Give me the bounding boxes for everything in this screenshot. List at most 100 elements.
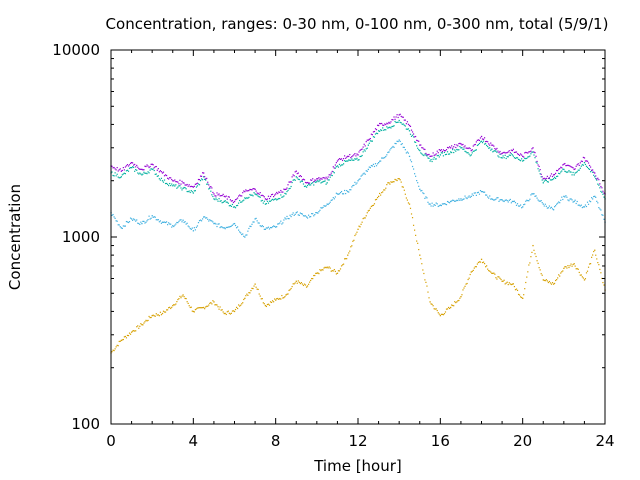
trace-dot <box>160 177 163 179</box>
data-point <box>408 155 411 158</box>
trace-dot <box>535 255 537 258</box>
trace-dot <box>514 157 517 159</box>
trace-dot <box>544 178 546 180</box>
trace-dot <box>565 195 567 197</box>
data-point <box>244 197 246 199</box>
trace-dot <box>421 263 423 265</box>
trace-dot <box>122 173 124 175</box>
trace-dot <box>144 172 146 174</box>
trace-dot <box>332 166 334 168</box>
trace-dot <box>320 177 322 179</box>
trace-dot <box>128 167 131 169</box>
trace-dot <box>258 196 260 198</box>
trace-dot <box>278 298 280 300</box>
trace-dot <box>147 319 149 322</box>
trace-dot <box>546 175 548 177</box>
trace-dot <box>168 178 170 180</box>
data-point <box>377 195 380 198</box>
trace-dot <box>531 151 533 153</box>
trace-dot <box>515 204 518 206</box>
trace-dot <box>299 181 301 183</box>
trace-dot <box>133 166 135 168</box>
trace-dot <box>341 193 344 195</box>
trace-dot <box>458 198 460 200</box>
trace-dot <box>455 200 457 202</box>
trace-dot <box>279 222 281 224</box>
trace-dot <box>160 314 163 316</box>
trace-dot <box>209 186 211 188</box>
trace-dot <box>195 183 198 185</box>
trace-dot <box>518 154 521 157</box>
data-point <box>542 178 544 180</box>
trace-dot <box>162 310 165 312</box>
trace-dot <box>186 301 188 303</box>
trace-dot <box>423 154 425 157</box>
trace-dot <box>312 182 314 184</box>
trace-dot <box>535 161 537 163</box>
trace-dot <box>199 179 202 182</box>
trace-dot <box>211 194 213 196</box>
data-point <box>161 221 164 223</box>
trace-dot <box>401 116 403 118</box>
trace-dot <box>445 149 448 151</box>
trace-dot <box>534 157 536 159</box>
trace-dot <box>138 167 140 170</box>
trace-dot <box>236 307 239 310</box>
trace-dot <box>568 266 570 269</box>
trace-dot <box>308 283 310 285</box>
trace-dot <box>212 300 214 302</box>
trace-dot <box>564 266 566 268</box>
trace-dot <box>124 166 127 168</box>
data-point <box>377 130 380 132</box>
trace-dot <box>421 147 423 149</box>
trace-dot <box>256 288 258 290</box>
trace-dot <box>526 152 528 154</box>
trace-dot <box>368 166 370 168</box>
trace-dot <box>392 119 394 121</box>
trace-dot <box>492 272 494 275</box>
data-point <box>285 218 287 220</box>
trace-dot <box>191 185 193 188</box>
trace-dot <box>588 200 591 202</box>
trace-dot <box>325 267 327 269</box>
trace-dot <box>425 154 427 156</box>
trace-dot <box>232 310 235 312</box>
trace-dot <box>593 174 595 176</box>
trace-dot <box>373 203 376 205</box>
data-point <box>295 280 297 282</box>
trace-dot <box>436 203 438 205</box>
trace-dot <box>113 166 115 169</box>
trace-dot <box>567 164 569 166</box>
trace-dot <box>353 239 355 241</box>
trace-dot <box>342 157 345 160</box>
data-point <box>275 193 277 195</box>
trace-dot <box>505 157 507 160</box>
trace-dot <box>124 173 127 175</box>
trace-dot <box>122 338 124 341</box>
trace-dot <box>544 179 546 181</box>
trace-dot <box>492 151 494 153</box>
trace-dot <box>170 223 172 225</box>
trace-dot <box>290 181 292 183</box>
data-point <box>450 200 452 203</box>
trace-dot <box>250 189 252 191</box>
trace-dot <box>164 174 167 176</box>
trace-dot <box>426 285 428 287</box>
data-point <box>460 296 462 298</box>
trace-dot <box>394 120 396 123</box>
trace-dot <box>160 222 163 224</box>
trace-dot <box>399 121 401 124</box>
trace-dot <box>500 153 502 155</box>
trace-dot <box>376 163 379 165</box>
trace-dot <box>544 203 546 205</box>
trace-dot <box>545 177 547 180</box>
data-point <box>182 219 184 221</box>
trace-dot <box>239 231 241 233</box>
trace-dot <box>199 175 202 177</box>
trace-dot <box>587 266 590 268</box>
trace-dot <box>183 186 185 189</box>
trace-dot <box>486 265 488 267</box>
trace-dot <box>145 221 147 223</box>
trace-dot <box>389 122 391 124</box>
trace-dot <box>516 289 519 292</box>
